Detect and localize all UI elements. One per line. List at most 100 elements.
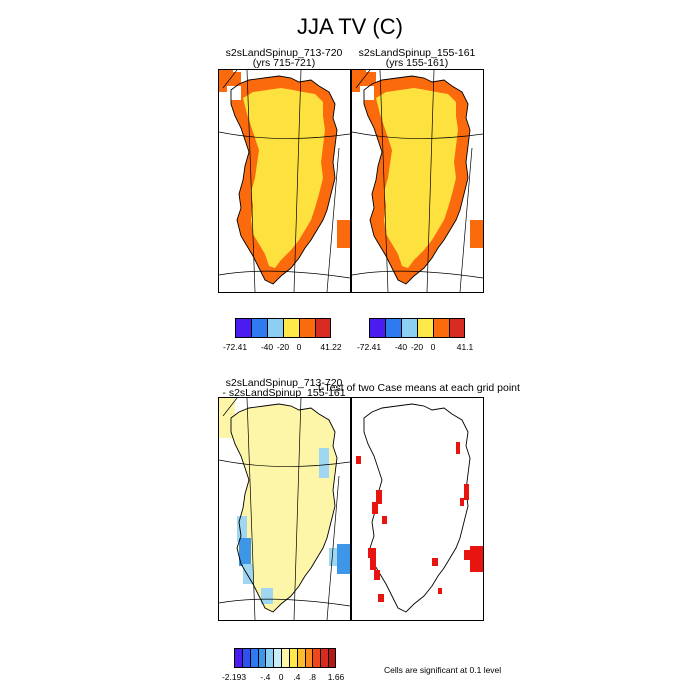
diff-cell: [239, 538, 251, 566]
colorbar-diff-box: [288, 648, 297, 668]
graticule-line: [219, 459, 350, 467]
significant-cell: [356, 456, 361, 464]
colorbar-case1-box: [235, 318, 251, 338]
colorbar-case2-box: [433, 318, 449, 338]
colorbar-case2: [369, 318, 465, 338]
greenland-coastline: [363, 75, 471, 285]
colorbar-case2-tick-label: 41.1: [456, 342, 474, 352]
colorbar-case1-tick-label: -40: [260, 342, 274, 352]
diff-cell: [329, 548, 337, 566]
colorbar-case1-box: [267, 318, 283, 338]
colorbar-case1-box: [315, 318, 331, 338]
colorbar-diff-tick-label: 1.66: [327, 672, 345, 682]
map-ttest-svg: [356, 403, 483, 613]
colorbar-case1-tick-label: 0: [296, 342, 302, 352]
panel2-title-line2: (yrs 155-161): [385, 57, 449, 69]
graticule-line: [219, 270, 350, 279]
colorbar-case2-box: [401, 318, 417, 338]
graticule-line: [352, 131, 483, 139]
panel2-title: s2sLandSpinup_155-161 (yrs 155-161): [351, 47, 483, 69]
colorbar-diff-box: [281, 648, 289, 668]
panel4-title: t-Test of two Case means at each grid po…: [318, 382, 520, 394]
significant-cell: [470, 546, 483, 572]
graticule-line: [293, 70, 302, 292]
colorbar-diff-tick-label: .4: [293, 672, 301, 682]
graticule-line: [219, 598, 350, 607]
graticule-line: [222, 70, 238, 89]
greenland-diff-field: [231, 404, 337, 612]
panel3-title-line2: - s2sLandSpinup_155-161: [222, 387, 346, 399]
colorbar-diff-box: [265, 648, 274, 668]
colorbar-diff: [234, 648, 336, 668]
colorbar-case2-box: [417, 318, 433, 338]
colorbar-case2-tick-label: -20: [410, 342, 424, 352]
map-panel-case2: [351, 69, 484, 293]
colorbar-case2-box: [369, 318, 385, 338]
graticule-line: [355, 70, 371, 89]
graticule-line: [459, 147, 473, 292]
colorbar-diff-tick-label: -2.193: [221, 672, 247, 682]
field-cell: [337, 220, 350, 248]
ice-free-patch: [227, 86, 241, 100]
greenland-coastline: [363, 403, 471, 613]
colorbar-case2-tick-label: -72.41: [356, 342, 382, 352]
colorbar-diff-box: [241, 648, 250, 668]
panel1-title: s2sLandSpinup_713-720 (yrs 715-721): [218, 47, 350, 69]
colorbar-case2-box: [385, 318, 401, 338]
colorbar-diff-box: [304, 648, 313, 668]
colorbar-case1-box: [283, 318, 299, 338]
colorbar-case2-tick-label: -40: [394, 342, 408, 352]
colorbar-diff-tick-label: 0: [278, 672, 284, 682]
field-cell: [221, 72, 241, 88]
colorbar-diff-box: [273, 648, 282, 668]
panel2-title-line1: s2sLandSpinup_155-161: [358, 47, 476, 59]
colorbar-case1-tick-label: -20: [276, 342, 290, 352]
map-case1-svg: [219, 70, 350, 292]
diff-cell: [237, 516, 247, 542]
colorbar-case1: [235, 318, 331, 338]
colorbar-case1-box: [299, 318, 315, 338]
map-diff-svg: [219, 398, 350, 620]
graticule-line: [379, 70, 389, 292]
colorbar-case1-tick-label: 41.22: [320, 342, 342, 352]
graticule-line: [222, 398, 238, 417]
significant-cell: [432, 558, 438, 566]
colorbar-case1-box: [251, 318, 267, 338]
graticule-line: [246, 398, 256, 620]
colorbar-diff-box: [328, 648, 336, 668]
colorbar-diff-box: [257, 648, 266, 668]
map-case2-svg: [352, 70, 483, 292]
significant-cell: [378, 594, 384, 602]
panel3-title-line1: s2sLandSpinup_713-720: [225, 377, 343, 389]
graticule-line: [426, 70, 435, 292]
graticule-line: [352, 270, 483, 279]
colorbar-diff-box: [249, 648, 258, 668]
colorbar-diff-box: [234, 648, 242, 668]
greenland-interior-field: [243, 88, 325, 268]
diff-cell: [337, 544, 350, 574]
graticule-line: [326, 475, 340, 620]
graticule-line: [293, 398, 302, 620]
significant-cell: [382, 516, 387, 524]
colorbar-diff-tick-label: -.4: [260, 672, 271, 682]
field-cell: [470, 220, 483, 248]
map-panel-case1: [218, 69, 351, 293]
graticule-line: [326, 147, 340, 292]
colorbar-diff-box: [296, 648, 305, 668]
significance-note: Cells are significant at 0.1 level: [384, 665, 502, 675]
figure-title: JJA TV (C): [297, 14, 403, 39]
greenland-coastline: [230, 75, 338, 285]
diff-cell: [261, 588, 273, 604]
colorbar-case2-box: [449, 318, 465, 338]
significant-cell: [376, 490, 382, 504]
diff-cell: [319, 448, 329, 478]
greenland-interior-field: [376, 88, 458, 268]
graticule-line: [219, 131, 350, 139]
colorbar-case2-tick-label: 0: [430, 342, 436, 352]
ice-free-patch: [360, 86, 374, 100]
map-panel-diff: [218, 397, 351, 621]
graticule-line: [246, 70, 256, 292]
panel1-title-line1: s2sLandSpinup_713-720: [225, 47, 343, 59]
significant-cell: [370, 558, 376, 570]
significant-cell: [456, 442, 460, 454]
